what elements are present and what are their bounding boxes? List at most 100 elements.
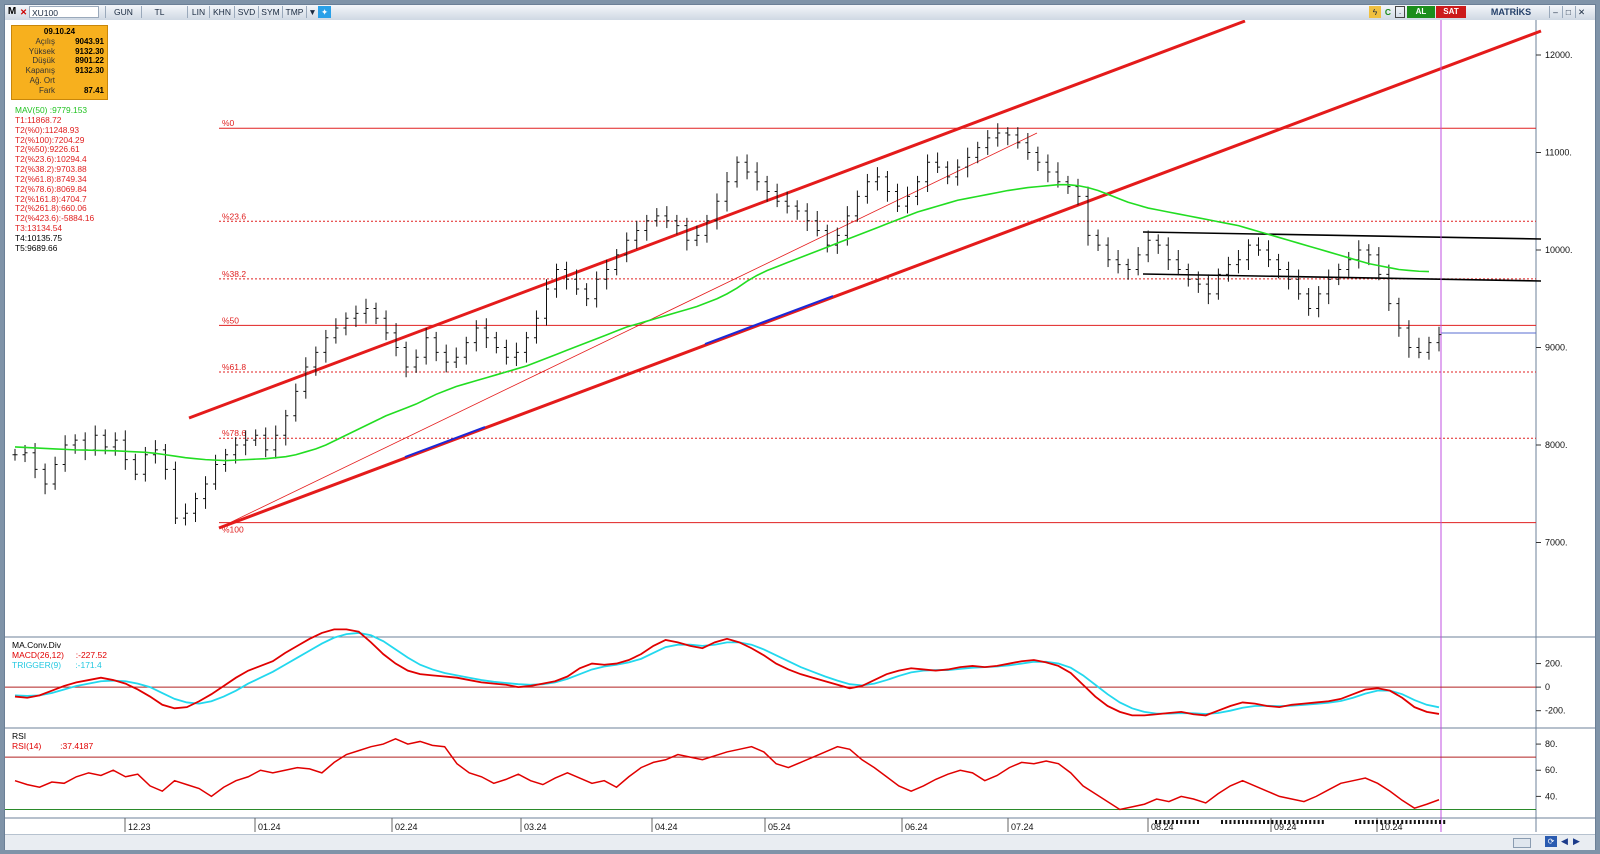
settings-icon[interactable]: ⟳ (1545, 836, 1557, 847)
level-item: T2(%23.6):10294.4 (15, 154, 87, 165)
info-row: Fark 87.41 (15, 86, 104, 96)
date-marker (1242, 820, 1244, 824)
price-bar (1346, 251, 1352, 277)
price-bar (1225, 256, 1231, 282)
date-marker (1188, 820, 1191, 824)
level-item: T2(%61.8):8749.34 (15, 173, 87, 184)
price-bar (1135, 247, 1141, 276)
price-bar (1396, 297, 1402, 337)
date-marker (1305, 820, 1307, 824)
macd-tick-label: -200. (1545, 706, 1566, 716)
dropdown-icon[interactable]: ▼ (306, 6, 318, 18)
date-marker (1184, 820, 1187, 824)
ohlc-info-box: 09.10.24 Açılış 9043.91 Yüksek 9132.30 Düş… (11, 25, 108, 100)
date-marker (1388, 820, 1391, 824)
scroll-thumb[interactable] (1513, 838, 1531, 848)
price-bar (564, 261, 570, 290)
price-bar (935, 152, 941, 173)
price-bar (393, 323, 399, 357)
rsi-tick-label: 60. (1545, 765, 1558, 775)
price-bar (253, 429, 259, 446)
refresh-icon[interactable]: C (1384, 7, 1392, 17)
price-bar (413, 349, 419, 373)
chart-window: M ✕ XU100 GUN TL LIN KHN SVD SYM TMP ▼ ✦… (4, 4, 1596, 850)
price-bar (62, 435, 68, 472)
price-bar (664, 206, 670, 229)
date-marker (1443, 820, 1446, 824)
macd-title: MA.Conv.Div (12, 640, 62, 650)
close-icon[interactable]: ✕ (1575, 6, 1587, 18)
sym-button[interactable]: SYM (258, 6, 282, 18)
level-item: T2(%0):11248.93 (15, 124, 80, 135)
date-marker (1267, 820, 1270, 824)
price-bar (604, 259, 610, 290)
date-marker (1317, 820, 1320, 824)
fib-label: %38.2 (222, 269, 246, 279)
price-bar (523, 331, 529, 363)
tmp-button[interactable]: TMP (282, 6, 306, 18)
sell-button[interactable]: SAT (1436, 6, 1466, 18)
date-marker (1250, 820, 1253, 824)
level-item: T4:10135.75 (15, 232, 63, 243)
date-marker (1397, 820, 1399, 824)
twitter-icon[interactable]: ✦ (318, 6, 331, 18)
date-marker (1367, 820, 1370, 824)
period-button[interactable]: GUN (105, 6, 141, 18)
date-marker (1363, 820, 1366, 824)
scroll-left-icon[interactable]: ◀ (1561, 836, 1568, 846)
khn-button[interactable]: KHN (209, 6, 234, 18)
date-marker (1376, 820, 1378, 824)
date-marker (1392, 820, 1395, 824)
price-tick-label: 9000. (1545, 343, 1568, 353)
date-marker (1422, 820, 1425, 824)
price-bar (243, 430, 249, 456)
price-bar (1366, 244, 1372, 266)
date-marker (1159, 820, 1162, 824)
price-bar (373, 302, 379, 325)
status-bar: ◀ ▶ ⟳ (5, 834, 1595, 850)
price-bar (263, 427, 269, 458)
date-label: 03.24 (524, 822, 547, 832)
date-marker (1371, 820, 1374, 824)
price-bar (473, 320, 479, 352)
buy-button[interactable]: AL (1407, 6, 1435, 18)
price-bar (1115, 250, 1121, 274)
info-value: 9132.30 (75, 46, 104, 56)
level-item: T2(%261.8):660.06 (15, 203, 87, 214)
minimize-icon[interactable]: – (1549, 6, 1561, 18)
date-marker (1246, 820, 1249, 824)
macd-panel: MA.Conv.Div MACD(26,12) :-227.52 TRIGGER… (12, 640, 107, 670)
symbol-field[interactable]: XU100 (29, 6, 99, 18)
info-row: Açılış 9043.91 (15, 37, 104, 47)
price-bar (1045, 154, 1051, 183)
price-bar (543, 279, 549, 326)
price-bar (684, 217, 690, 251)
price-bar (1235, 250, 1241, 274)
date-label: 12.23 (128, 822, 151, 832)
svd-button[interactable]: SVD (234, 6, 258, 18)
price-bar (584, 283, 590, 307)
date-marker (1313, 820, 1316, 824)
info-row: Yüksek 9132.30 (15, 47, 104, 57)
price-bar (724, 172, 730, 212)
price-bar (403, 341, 409, 378)
price-bar (1255, 237, 1261, 256)
matriks-brand: MATRİKS (1490, 7, 1532, 17)
date-marker (1263, 820, 1265, 824)
currency-button[interactable]: TL (141, 6, 177, 18)
date-markers (1155, 820, 1446, 824)
chart-square-icon[interactable]: · (1395, 6, 1405, 18)
price-bar (1095, 229, 1101, 251)
lin-button[interactable]: LIN (187, 6, 209, 18)
price-bar (955, 159, 961, 186)
date-marker (1284, 820, 1286, 824)
close-symbol-icon[interactable]: ✕ (19, 7, 28, 17)
price-bar (1155, 234, 1161, 254)
price-bar (1195, 271, 1201, 293)
level-item: T2(%50):9226.61 (15, 144, 80, 155)
chart-tool-icon[interactable]: ϟ (1369, 6, 1381, 18)
rsi-tick-label: 80. (1545, 739, 1558, 749)
maximize-icon[interactable]: □ (1562, 6, 1574, 18)
scroll-right-icon[interactable]: ▶ (1573, 836, 1580, 846)
price-bar (1165, 237, 1171, 270)
